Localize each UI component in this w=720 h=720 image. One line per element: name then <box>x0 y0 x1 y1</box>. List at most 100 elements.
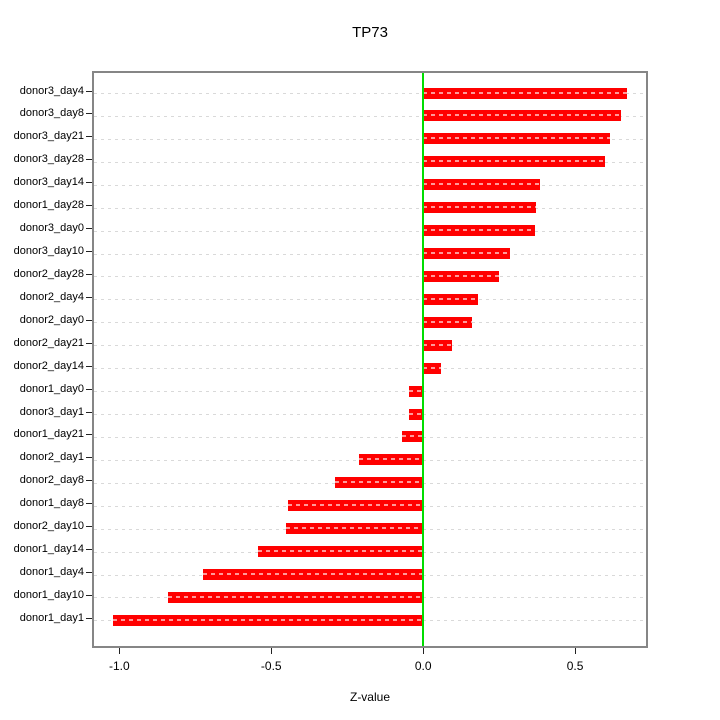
x-axis-title: Z-value <box>349 690 390 704</box>
y-axis-label: donor2_day14 <box>13 359 84 372</box>
gridline <box>94 184 646 186</box>
y-axis-label: donor2_day4 <box>19 290 84 303</box>
y-axis-label: donor3_day8 <box>19 107 84 120</box>
gridline <box>94 161 646 163</box>
y-axis-label: donor2_day0 <box>19 313 84 326</box>
y-tick <box>86 342 92 344</box>
gridline <box>94 322 646 324</box>
bar <box>423 339 453 351</box>
gridline <box>94 207 646 209</box>
gridline <box>94 253 646 255</box>
gridline <box>94 230 646 232</box>
bar <box>423 87 627 99</box>
gridline <box>94 93 646 94</box>
y-tick <box>86 273 92 275</box>
x-tick <box>423 648 425 654</box>
bar-hatch <box>401 435 424 438</box>
bar <box>423 316 472 328</box>
y-tick <box>86 388 92 390</box>
bar-hatch <box>287 504 424 507</box>
bar-hatch <box>335 481 424 484</box>
bar <box>287 500 424 512</box>
y-axis-label: donor1_day1 <box>19 611 84 624</box>
bar <box>423 110 621 122</box>
bar <box>202 569 424 581</box>
gridline <box>94 345 646 347</box>
y-tick <box>86 205 92 207</box>
y-tick <box>86 594 92 596</box>
x-tick <box>575 648 577 654</box>
x-tick <box>119 648 121 654</box>
zero-line <box>422 73 425 646</box>
bar-hatch <box>423 137 610 140</box>
bar-hatch <box>409 389 424 392</box>
bar <box>423 248 510 259</box>
bar-hatch <box>423 274 500 277</box>
bar <box>409 385 424 397</box>
bar <box>423 362 442 374</box>
y-tick <box>86 365 92 367</box>
bar-hatch <box>423 343 453 346</box>
bar <box>423 270 500 282</box>
bar <box>113 614 424 626</box>
bar <box>286 523 424 535</box>
x-tick-label: -0.5 <box>260 659 282 673</box>
bar <box>408 408 424 420</box>
gridline <box>94 276 646 278</box>
bar-hatch <box>423 183 541 186</box>
bar <box>423 133 610 145</box>
bar-hatch <box>423 252 510 254</box>
y-tick <box>86 480 92 482</box>
y-tick <box>86 572 92 574</box>
y-tick <box>86 113 92 115</box>
bar-hatch <box>423 114 621 117</box>
bar <box>335 477 424 489</box>
chart-title: TP73 <box>352 24 388 41</box>
y-axis-label: donor3_day1 <box>19 405 84 418</box>
y-axis-label: donor1_day4 <box>19 566 84 579</box>
y-axis-label: donor1_day21 <box>13 428 84 441</box>
y-tick <box>86 228 92 230</box>
y-tick <box>86 434 92 436</box>
y-tick <box>86 457 92 459</box>
bar-hatch <box>423 229 535 232</box>
y-axis-label: donor1_day14 <box>13 543 84 556</box>
gridline <box>94 299 646 301</box>
gridline <box>94 391 646 393</box>
bar-hatch <box>423 297 478 300</box>
bar-hatch <box>359 458 424 461</box>
bar-hatch <box>167 595 424 598</box>
plot-box <box>92 71 648 648</box>
bar <box>423 293 478 305</box>
gridline <box>94 138 646 140</box>
bar <box>401 431 424 443</box>
x-tick-label: 0.5 <box>566 659 584 673</box>
y-tick <box>86 296 92 298</box>
y-tick <box>86 503 92 505</box>
y-tick <box>86 526 92 528</box>
bar <box>359 454 424 466</box>
y-tick <box>86 617 92 619</box>
bar <box>167 591 424 603</box>
y-axis-label: donor1_day0 <box>19 382 84 395</box>
y-tick <box>86 251 92 252</box>
y-axis-label: donor2_day1 <box>19 451 84 464</box>
y-axis-label: donor2_day21 <box>13 336 84 349</box>
y-tick <box>86 159 92 161</box>
x-tick <box>271 648 273 654</box>
bar-hatch <box>423 91 627 94</box>
bar-hatch <box>423 160 606 163</box>
y-tick <box>86 90 92 92</box>
gridline <box>94 436 646 438</box>
bar <box>423 156 606 168</box>
y-axis-label: donor2_day8 <box>19 474 84 487</box>
bar-hatch <box>408 412 424 415</box>
bar-hatch <box>113 618 424 621</box>
y-axis-label: donor3_day28 <box>13 153 84 166</box>
bar <box>423 225 535 237</box>
y-axis-label: donor1_day8 <box>19 497 84 510</box>
bar-hatch <box>286 527 424 530</box>
bar <box>257 546 424 558</box>
y-axis-label: donor3_day21 <box>13 130 84 143</box>
